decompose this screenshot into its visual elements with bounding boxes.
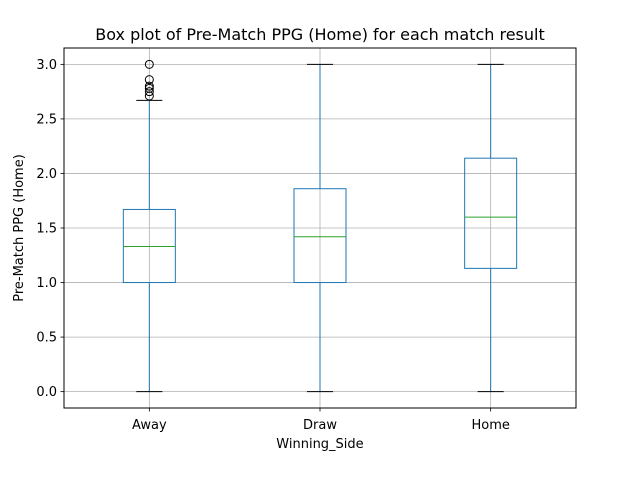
x-tick-label: Home [471,418,509,433]
outlier-point-away [144,83,154,93]
box-away [122,208,176,284]
y-tick-label: 1.0 [36,276,57,291]
outlier-point-away [144,87,154,97]
y-axis-label: Pre-Match PPG (Home) [12,154,27,302]
y-tick-label: 3.0 [36,58,57,73]
axis-layer: 0.0 0.5 1.0 1.5 2.0 2.5 3.0 Away Draw Home [36,58,510,433]
y-tick-label: 0.0 [36,385,57,400]
x-tick-label: Away [132,418,167,433]
box-home [464,157,518,269]
y-tick-label: 2.5 [36,112,57,127]
box-draw [293,188,347,284]
box-layer [122,59,518,393]
outlier-point-away [144,75,154,85]
outlier-point-away [144,81,154,91]
x-tick-label: Draw [303,418,337,433]
x-axis-label: Winning_Side [276,437,363,452]
y-tick-label: 1.5 [36,222,57,237]
outlier-point-away [144,59,154,69]
chart-title: Box plot of Pre-Match PPG (Home) for eac… [95,25,545,44]
y-tick-label: 2.0 [36,167,57,182]
y-tick-label: 0.5 [36,331,57,346]
